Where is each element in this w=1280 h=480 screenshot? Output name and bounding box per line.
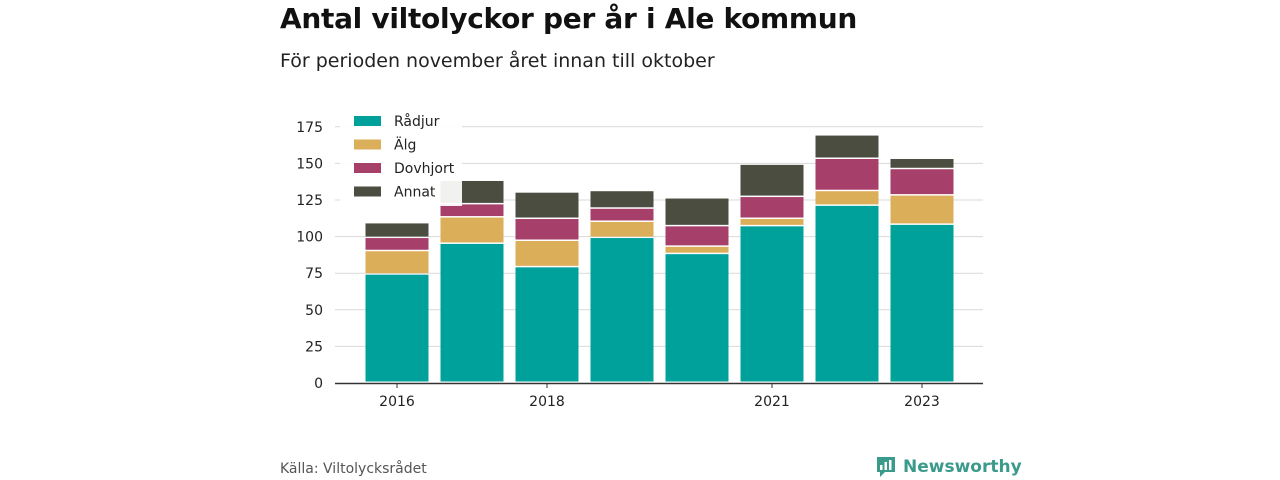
bar-segment-rådjur xyxy=(515,267,579,382)
bar-segment-annat xyxy=(515,192,579,218)
bar-segment-rådjur xyxy=(815,205,879,382)
y-tick-label: 0 xyxy=(314,376,323,392)
chart-subtitle: För perioden november året innan till ok… xyxy=(280,50,715,72)
bar-stack-2016 xyxy=(365,223,429,382)
bar-segment-älg xyxy=(815,191,879,205)
bar-segment-älg xyxy=(590,221,654,237)
bar-segment-älg xyxy=(365,251,429,274)
y-tick-label: 100 xyxy=(296,230,323,246)
chart-title: Antal viltolyckor per år i Ale kommun xyxy=(280,2,858,35)
bars xyxy=(365,135,954,382)
x-axis-ticks: 2016 2018 2021 2023 xyxy=(379,383,940,410)
x-tick-label: 2018 xyxy=(529,394,565,410)
bar-stack-2022 xyxy=(815,135,879,382)
bar-stack-2021 xyxy=(740,164,804,382)
bar-segment-älg xyxy=(665,246,729,253)
legend-label-annat: Annat xyxy=(394,185,436,201)
legend-swatch-dovhjort xyxy=(354,163,381,173)
bar-segment-annat xyxy=(665,198,729,225)
bar-segment-annat xyxy=(590,191,654,208)
bar-segment-älg xyxy=(740,219,804,225)
bar-segment-rådjur xyxy=(365,274,429,382)
bar-stack-2020 xyxy=(665,198,729,382)
bar-segment-annat xyxy=(365,223,429,237)
bar-stack-2017 xyxy=(440,180,504,382)
bar-segment-dovhjort xyxy=(665,226,729,246)
y-tick-label: 25 xyxy=(305,339,323,355)
y-axis-ticks: 0 25 50 75 100 125 150 175 xyxy=(296,120,323,392)
source-note: Källa: Viltolycksrådet xyxy=(280,461,427,477)
y-tick-label: 75 xyxy=(305,266,323,282)
bar-segment-annat xyxy=(740,164,804,196)
brand-name: Newsworthy xyxy=(903,457,1022,477)
bar-segment-dovhjort xyxy=(890,169,954,195)
x-tick-label: 2021 xyxy=(754,394,790,410)
bar-segment-rådjur xyxy=(665,254,729,382)
bar-segment-dovhjort xyxy=(740,197,804,218)
bar-segment-rådjur xyxy=(440,243,504,382)
bar-segment-dovhjort xyxy=(590,208,654,221)
x-tick-label: 2016 xyxy=(379,394,415,410)
legend-label-rådjur: Rådjur xyxy=(394,113,440,130)
bar-segment-annat xyxy=(890,159,954,168)
bar-segment-rådjur xyxy=(740,226,804,382)
bar-segment-dovhjort xyxy=(365,238,429,250)
legend: Rådjur Älg Dovhjort Annat xyxy=(340,104,462,206)
newsworthy-logo-icon xyxy=(877,457,895,477)
brand-logo: Newsworthy xyxy=(875,455,1022,479)
bar-stack-2019 xyxy=(590,191,654,382)
legend-swatch-älg xyxy=(354,139,381,150)
y-tick-label: 175 xyxy=(296,120,323,136)
bar-stack-2018 xyxy=(515,192,579,382)
legend-swatch-rådjur xyxy=(354,116,381,126)
legend-label-dovhjort: Dovhjort xyxy=(394,161,455,177)
bar-segment-älg xyxy=(515,240,579,266)
bar-stack-2023 xyxy=(890,159,954,382)
y-tick-label: 50 xyxy=(305,303,323,319)
legend-swatch-annat xyxy=(354,186,381,197)
bar-segment-rådjur xyxy=(590,238,654,382)
bar-segment-annat xyxy=(815,135,879,158)
bar-segment-dovhjort xyxy=(515,219,579,240)
bar-segment-älg xyxy=(890,195,954,224)
bar-segment-dovhjort xyxy=(815,159,879,190)
legend-label-älg: Älg xyxy=(394,136,416,154)
bar-segment-älg xyxy=(440,217,504,243)
y-tick-label: 150 xyxy=(296,156,323,172)
x-tick-label: 2023 xyxy=(904,394,940,410)
y-tick-label: 125 xyxy=(296,193,323,209)
bar-segment-dovhjort xyxy=(440,204,504,217)
bar-segment-rådjur xyxy=(890,224,954,382)
